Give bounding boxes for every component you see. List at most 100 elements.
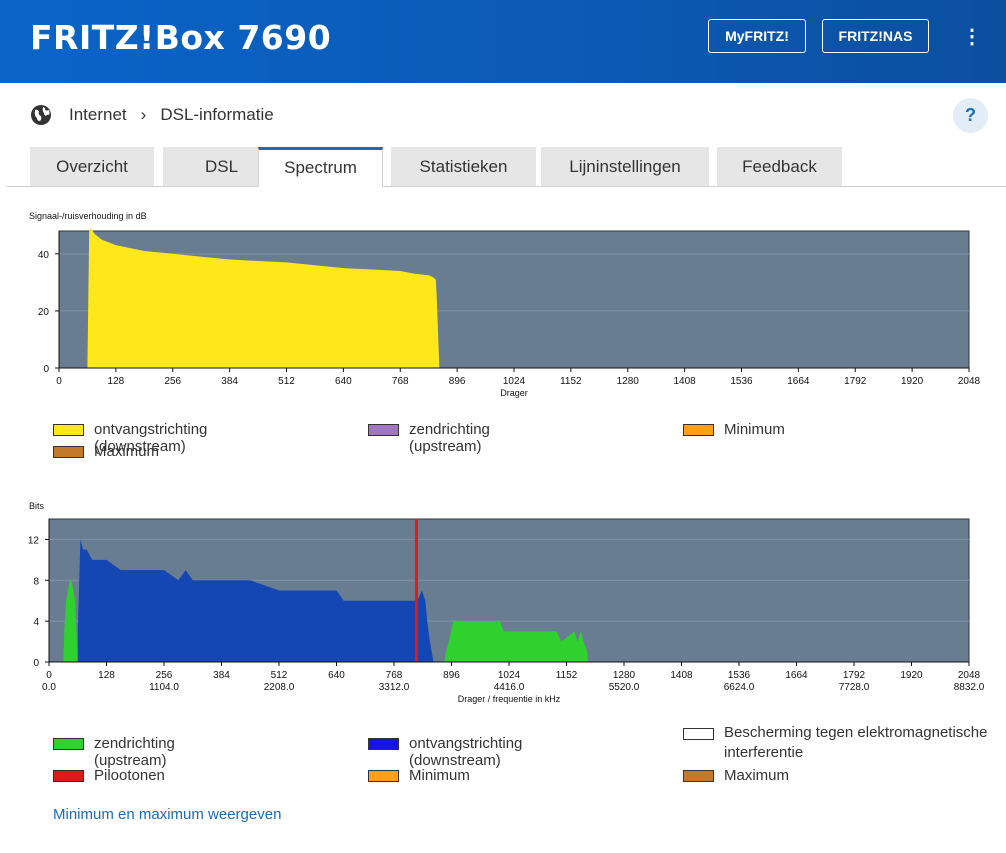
x-tick-label: 1792: [844, 376, 867, 387]
legend-swatch: [683, 424, 714, 436]
legend-label: Bescherming tegen elektromagnetische int…: [724, 724, 988, 761]
legend-item: Minimum: [683, 421, 785, 438]
freq-tick-label: 4416.0: [494, 682, 525, 693]
legend-item: Maximum: [683, 767, 789, 784]
freq-tick-label: 3312.0: [379, 682, 410, 693]
freq-tick-label: 7728.0: [839, 682, 870, 693]
more-menu-icon[interactable]: ⋮: [962, 26, 982, 48]
x-tick-label: 256: [156, 670, 173, 681]
show-min-max-link[interactable]: Minimum en maximum weergeven: [53, 806, 282, 823]
legend-swatch: [368, 770, 399, 782]
x-tick-label: 2048: [958, 376, 981, 387]
globe-icon: [30, 104, 52, 126]
legend-swatch: [368, 738, 399, 750]
breadcrumb-separator: ›: [140, 105, 147, 124]
tab-overzicht[interactable]: Overzicht: [30, 147, 154, 186]
x-tick-label: 384: [213, 670, 230, 681]
app-header: FRITZ!Box 7690 MyFRITZ! FRITZ!NAS ⋮: [0, 0, 1006, 83]
x-tick-label: 0: [46, 670, 52, 681]
x-tick-label: 896: [449, 376, 466, 387]
x-tick-label: 1408: [670, 670, 693, 681]
legend-item: Maximum: [53, 443, 159, 460]
x-tick-label: 1024: [498, 670, 521, 681]
x-tick-label: 768: [392, 376, 409, 387]
legend-item: zendrichting (upstream): [53, 735, 175, 769]
x-tick-label: 640: [328, 670, 345, 681]
x-tick-label: 128: [98, 670, 115, 681]
freq-tick-label: 1104.0: [149, 682, 179, 693]
x-tick-label: 1280: [617, 376, 640, 387]
x-tick-label: 1408: [674, 376, 697, 387]
y-tick-label: 8: [33, 576, 39, 587]
legend-label: Maximum: [94, 443, 160, 460]
legend-swatch: [53, 446, 84, 458]
series-area: [63, 580, 78, 662]
help-button[interactable]: ?: [953, 98, 988, 133]
tab-divider: [6, 186, 1006, 187]
legend-item: ontvangstrichting (downstream): [368, 735, 522, 769]
series-area: [444, 621, 589, 662]
series-area: [87, 228, 440, 368]
legend-item: ontvangstrichting (downstream): [53, 421, 207, 455]
series-area: [77, 539, 434, 662]
legend-label: Pilootonen: [94, 767, 165, 784]
y-axis-label: Signaal-/ruisverhouding in dB: [29, 211, 147, 221]
x-tick-label: 1280: [613, 670, 636, 681]
legend-label: ontvangstrichting (downstream): [94, 421, 208, 455]
legend-label: zendrichting (upstream): [94, 735, 175, 769]
legend-label: Minimum: [724, 421, 785, 438]
x-tick-label: 1152: [560, 376, 582, 387]
fritznas-button[interactable]: FRITZ!NAS: [822, 19, 929, 53]
legend-item: Pilootonen: [53, 767, 165, 784]
legend-swatch: [368, 424, 399, 436]
y-tick-label: 0: [43, 364, 49, 375]
legend-item: zendrichting (upstream): [368, 421, 490, 455]
tab-lijninstellingen[interactable]: Lijninstellingen: [541, 147, 709, 186]
legend-label: zendrichting (upstream): [409, 421, 490, 455]
x-tick-label: 512: [278, 376, 295, 387]
x-tick-label: 384: [221, 376, 238, 387]
breadcrumb-dsl-info: DSL-informatie: [160, 105, 274, 124]
tab-statistieken[interactable]: Statistieken: [391, 147, 536, 186]
x-tick-label: 256: [164, 376, 181, 387]
freq-tick-label: 0.0: [42, 682, 56, 693]
legend-label: Minimum: [409, 767, 470, 784]
x-tick-label: 1024: [503, 376, 526, 387]
legend-swatch: [53, 738, 84, 750]
y-tick-label: 0: [33, 658, 39, 669]
freq-tick-label: 2208.0: [264, 682, 295, 693]
bits-chart: 0 4 8 12 0 128 256 384 512 640 768 896 1024 1152 1280 1…: [28, 501, 985, 704]
legend-item: Minimum: [368, 767, 470, 784]
legend-swatch: [683, 728, 714, 740]
x-tick-label: 1792: [843, 670, 866, 681]
legend-item: Bescherming tegen elektromagnetische int…: [683, 724, 993, 763]
x-tick-label: 512: [271, 670, 288, 681]
x-tick-label: 1920: [901, 376, 924, 387]
x-tick-label: 768: [386, 670, 403, 681]
y-tick-label: 4: [33, 617, 39, 628]
y-axis-label: Bits: [29, 501, 45, 511]
freq-tick-label: 8832.0: [954, 682, 985, 693]
legend-label: ontvangstrichting (downstream): [409, 735, 523, 769]
tab-spectrum[interactable]: Spectrum: [258, 147, 383, 187]
x-tick-label: 128: [108, 376, 125, 387]
x-tick-label: 640: [335, 376, 352, 387]
x-tick-label: 896: [443, 670, 460, 681]
y-tick-label: 20: [38, 307, 50, 318]
freq-tick-label: 5520.0: [609, 682, 640, 693]
y-tick-label: 40: [38, 250, 50, 261]
x-tick-label: 0: [56, 376, 62, 387]
tab-feedback[interactable]: Feedback: [717, 147, 842, 186]
breadcrumb-internet[interactable]: Internet: [69, 105, 127, 124]
legend-swatch: [53, 770, 84, 782]
myfritz-button[interactable]: MyFRITZ!: [708, 19, 806, 53]
x-tick-label: 1536: [730, 376, 753, 387]
x-tick-label: 1152: [556, 670, 578, 681]
y-tick-label: 12: [28, 535, 40, 546]
product-title: FRITZ!Box 7690: [30, 18, 332, 57]
breadcrumb: Internet › DSL-informatie: [30, 102, 274, 128]
x-tick-label: 2048: [958, 670, 981, 681]
x-tick-label: 1664: [787, 376, 810, 387]
legend-swatch: [683, 770, 714, 782]
legend-swatch: [53, 424, 84, 436]
